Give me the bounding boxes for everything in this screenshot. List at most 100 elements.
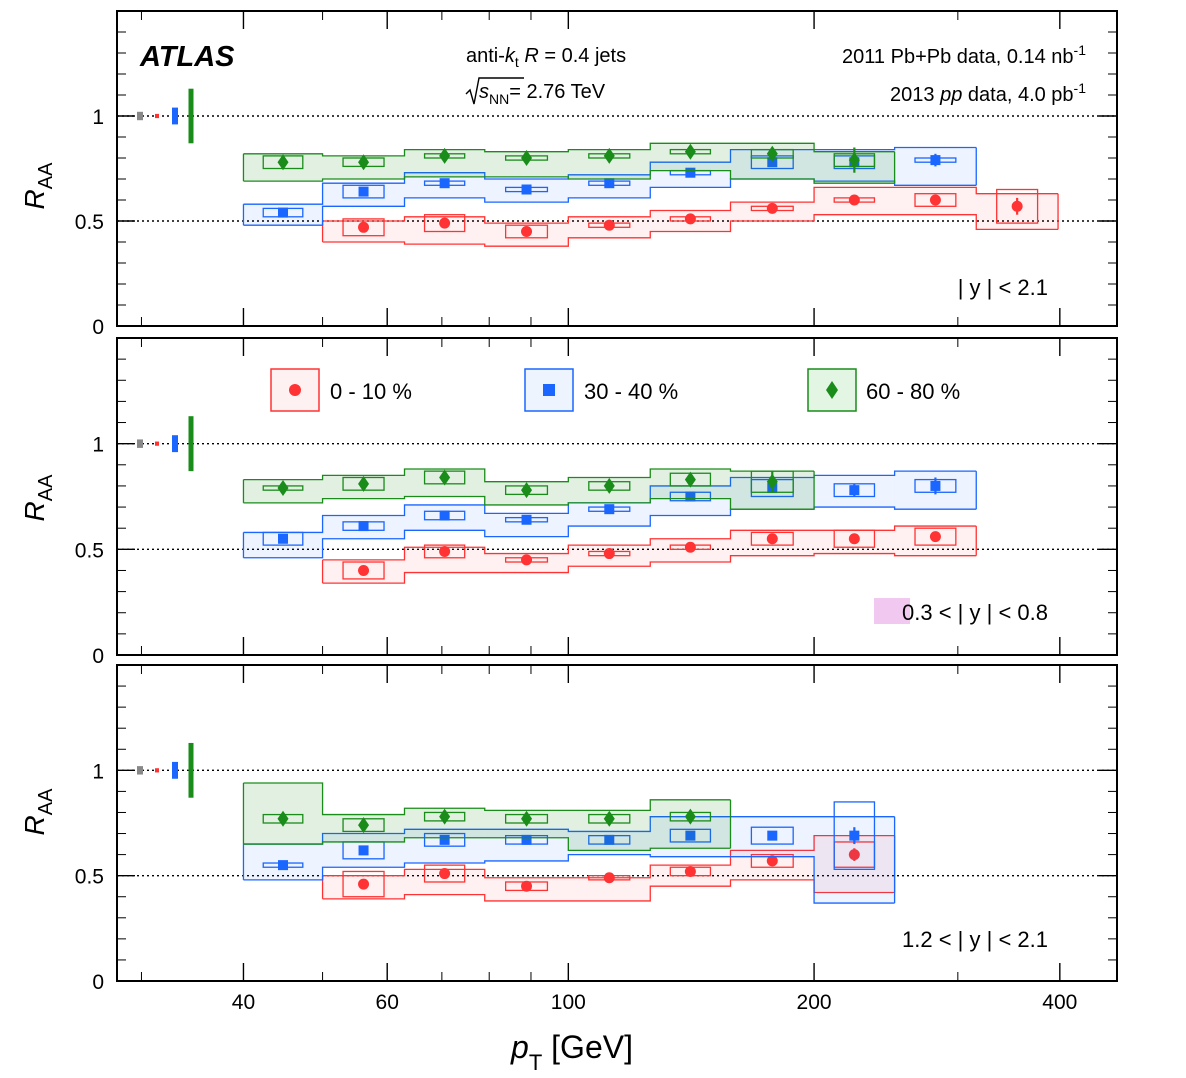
sys-box — [833, 801, 876, 870]
data-point-diamond — [521, 150, 533, 166]
panel-1: 00.51 — [75, 10, 1118, 339]
data-point-square — [849, 830, 860, 841]
sys-box — [669, 828, 712, 843]
y-tick-label: 1 — [92, 434, 104, 457]
y-axis-title: RAA — [19, 788, 57, 836]
data-point-diamond — [277, 810, 289, 827]
panel-2-rapidity-label: 0.3 < | y | < 0.8 — [902, 600, 1048, 625]
data-point-circle — [439, 868, 451, 880]
lumi-uncertainty-box — [188, 416, 194, 472]
data-point-diamond — [766, 145, 778, 162]
data-point-square — [278, 860, 289, 871]
legend-marker-square — [543, 384, 555, 396]
data-point-diamond — [684, 808, 696, 825]
band-upper-outline — [243, 142, 895, 157]
band-upper-outline — [243, 146, 977, 205]
sys-box — [833, 529, 876, 548]
sys-box — [423, 864, 466, 883]
series-circle — [321, 834, 896, 902]
sys-box — [342, 870, 385, 898]
data-point-circle — [684, 865, 696, 877]
lumi-uncertainty-box — [137, 439, 143, 448]
band-lower-outline — [243, 506, 977, 559]
data-point-circle — [603, 219, 615, 231]
panel-3: 0 0.5 1 40 60 100 200 400 — [75, 664, 1118, 1014]
data-point-diamond — [521, 482, 533, 499]
data-point-square — [521, 834, 532, 845]
data-point-square — [439, 510, 450, 521]
band-lower-outline — [243, 853, 895, 904]
lumi-uncertainty-box — [172, 435, 178, 453]
data-point-square — [521, 184, 532, 195]
data-point-square — [358, 521, 369, 532]
lumi-uncertainty-box — [155, 113, 159, 119]
data-point-square — [604, 178, 615, 189]
legend-marker-diamond — [826, 381, 838, 399]
data-point-diamond — [439, 147, 451, 164]
band-upper-outline — [322, 186, 1059, 224]
sys-box — [996, 188, 1039, 224]
sys-box — [750, 531, 794, 546]
data-point-circle — [439, 545, 451, 557]
data-point-circle — [848, 533, 860, 545]
data-point-diamond — [277, 154, 289, 171]
data-point-square — [685, 491, 696, 502]
data-point-diamond — [766, 473, 778, 490]
pp-data-label: 2013 pp data, 4.0 pb-1 — [890, 80, 1086, 106]
lumi-uncertainty-box — [172, 761, 178, 779]
uncertainty-band — [814, 835, 895, 893]
data-point-circle — [929, 194, 941, 206]
sys-box — [423, 832, 466, 847]
data-point-circle — [848, 194, 860, 206]
series-circle — [321, 525, 977, 584]
x-tick-label: 60 — [376, 991, 399, 1014]
x-tick-label: 200 — [797, 991, 832, 1014]
series-diamond — [242, 142, 896, 184]
data-point-square — [278, 533, 289, 544]
sys-box — [504, 224, 549, 239]
data-point-diamond — [358, 817, 370, 834]
data-point-square — [930, 155, 941, 166]
lumi-uncertainty-box — [155, 768, 159, 773]
uncertainty-band — [568, 877, 651, 901]
sys-box — [262, 531, 304, 546]
band-lower-outline — [243, 169, 895, 184]
y-tick-label: 0.5 — [75, 866, 104, 889]
uncertainty-band — [484, 829, 569, 861]
data-point-square — [358, 845, 369, 856]
sqrt-symbol — [465, 77, 524, 105]
y-tick-label: 0.5 — [75, 539, 104, 562]
data-point-diamond — [684, 143, 696, 160]
x-tick-label: 40 — [232, 991, 255, 1014]
legend-entry: 60 - 80 % — [807, 368, 960, 412]
panel-frame — [116, 664, 1118, 982]
sys-box — [750, 853, 794, 868]
data-point-diamond — [684, 471, 696, 488]
data-point-diamond — [603, 147, 615, 164]
data-point-circle — [684, 541, 696, 553]
sys-box — [423, 214, 466, 233]
y-tick-label: 1 — [92, 760, 104, 783]
data-point-circle — [603, 548, 615, 560]
data-point-diamond — [439, 469, 451, 486]
x-tick-label: 100 — [551, 991, 586, 1014]
pbpb-data-label: 2011 Pb+Pb data, 0.14 nb-1 — [842, 42, 1086, 68]
x-tick-label: 400 — [1042, 991, 1077, 1014]
data-point-square — [358, 186, 369, 197]
y-axis-title: RAA — [19, 162, 57, 210]
atlas-label: ATLAS — [139, 41, 235, 73]
data-point-circle — [929, 531, 941, 543]
legend-marker-circle — [289, 384, 301, 396]
data-point-square — [521, 514, 532, 525]
band-lower-outline — [243, 178, 977, 226]
data-point-circle — [766, 533, 778, 545]
data-point-circle — [439, 217, 451, 229]
sys-box — [914, 527, 957, 546]
series-square — [242, 470, 977, 559]
data-point-square — [604, 504, 615, 515]
data-point-circle — [848, 849, 860, 861]
data-point-circle — [603, 872, 615, 884]
series-circle — [321, 186, 1059, 247]
data-point-circle — [521, 880, 533, 892]
